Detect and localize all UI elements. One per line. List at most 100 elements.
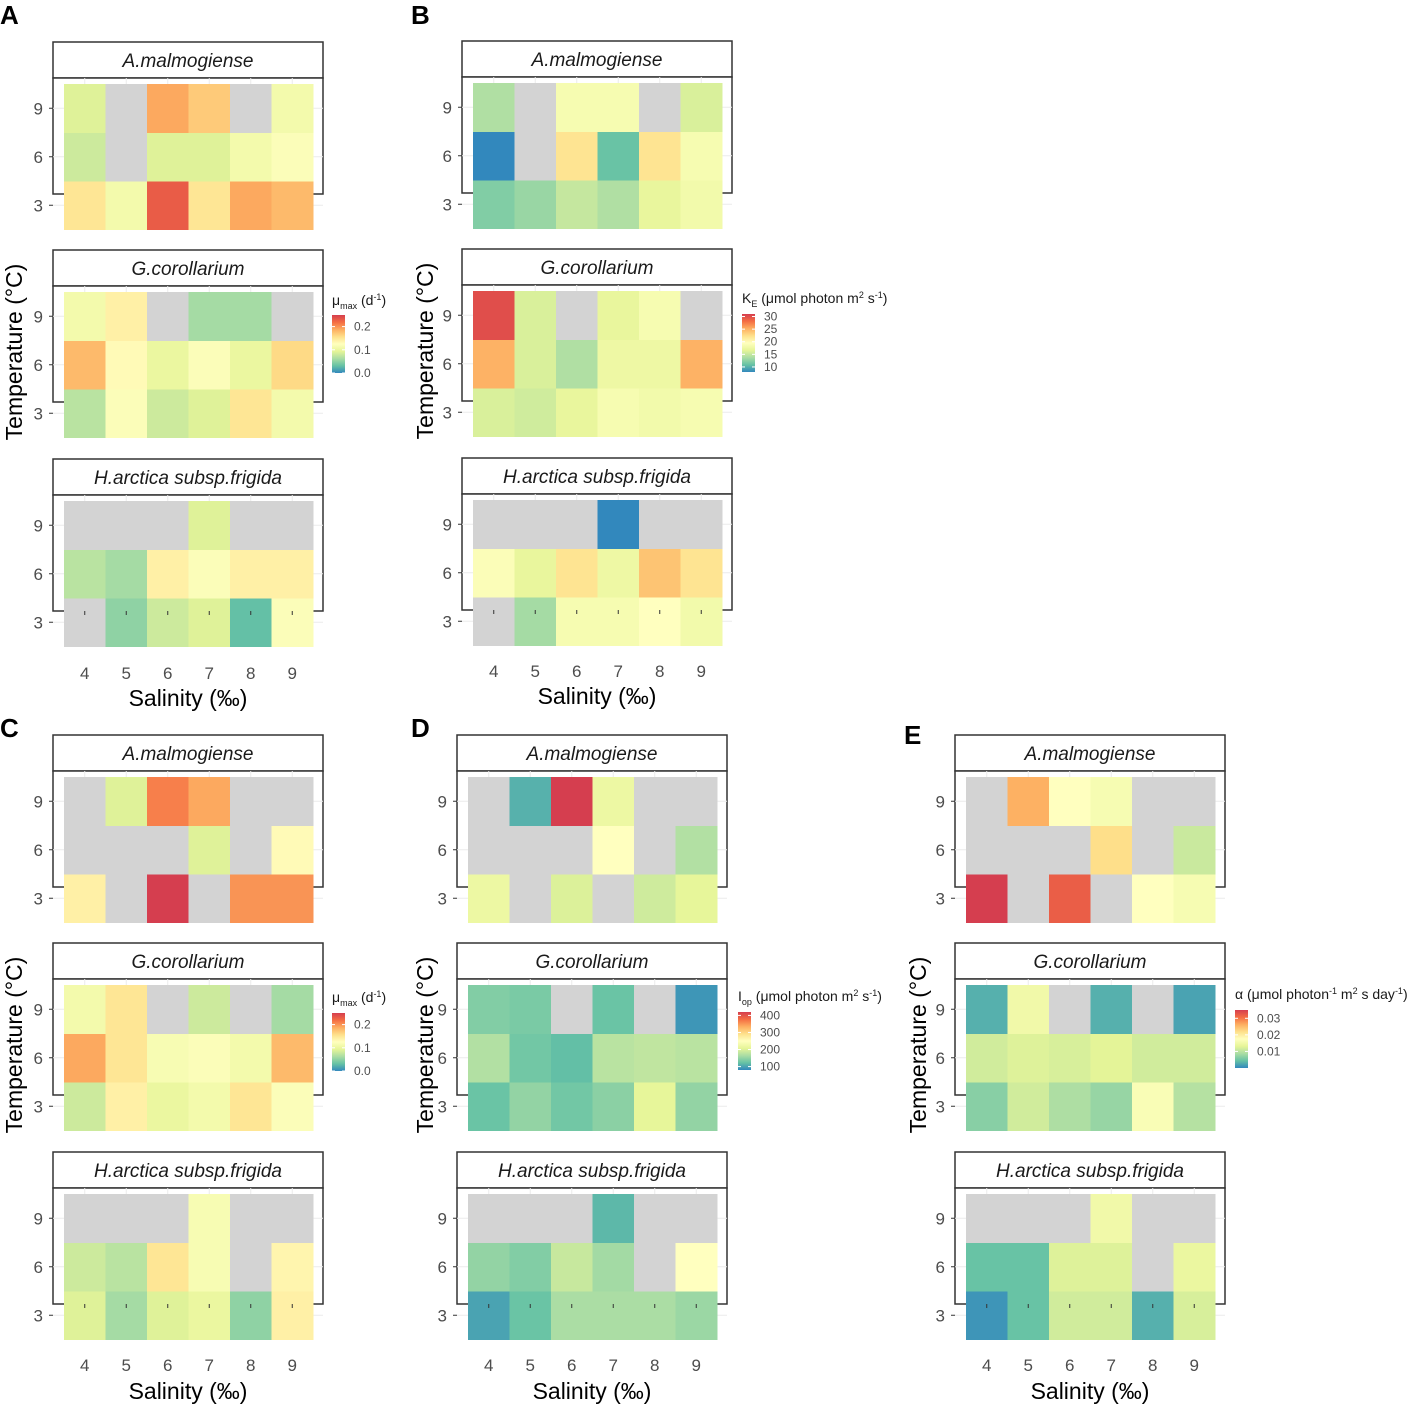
facet-strip bbox=[954, 1151, 1226, 1189]
facet-strip bbox=[456, 734, 728, 772]
heat-tile bbox=[597, 180, 640, 229]
heat-tile bbox=[105, 1033, 148, 1083]
heat-tile bbox=[147, 874, 189, 923]
legend-tick-label: 20 bbox=[764, 335, 778, 349]
legend-title: KE (μmol photon m2 s-1) bbox=[742, 290, 887, 309]
heat-tile bbox=[597, 500, 640, 549]
legend-title-unit: (μmol photon m bbox=[752, 988, 853, 1004]
heat-tile bbox=[64, 598, 106, 647]
legend-title-unit: (d bbox=[357, 292, 373, 308]
x-tick-label: 9 bbox=[288, 664, 297, 683]
heat-tile bbox=[188, 292, 231, 341]
heat-tile bbox=[1173, 825, 1216, 875]
y-tick-label: 3 bbox=[936, 1097, 945, 1116]
heat-tile bbox=[1132, 1291, 1174, 1340]
heat-tile bbox=[1173, 874, 1216, 923]
x-tick-label: 7 bbox=[205, 664, 214, 683]
heat-tile bbox=[1007, 1291, 1050, 1340]
heat-tile bbox=[592, 825, 635, 875]
heat-tile bbox=[271, 777, 314, 826]
y-tick-label: 6 bbox=[34, 1049, 43, 1068]
heat-tile bbox=[639, 83, 681, 132]
heat-tile bbox=[514, 597, 557, 646]
heat-tile bbox=[271, 1291, 314, 1340]
heat-tile bbox=[147, 549, 189, 599]
heat-tile bbox=[64, 1033, 106, 1083]
legend-tick-label: 0.01 bbox=[1257, 1044, 1281, 1058]
x-tick-label: 6 bbox=[163, 1356, 172, 1375]
heat-tile bbox=[509, 825, 552, 875]
facet-strip bbox=[52, 1151, 324, 1189]
heat-tile bbox=[64, 825, 106, 875]
y-tick-label: 9 bbox=[34, 516, 43, 535]
panel-b: BA.malmogiense369G.corollarium369H.arcti… bbox=[411, 0, 887, 709]
panel-label: D bbox=[411, 713, 430, 743]
x-tick-label: 7 bbox=[205, 1356, 214, 1375]
heat-tile bbox=[680, 548, 723, 598]
heat-tile bbox=[271, 1082, 314, 1131]
heat-tile bbox=[188, 825, 231, 875]
facet-title: A.malmogiense bbox=[1024, 744, 1156, 765]
x-tick-label: 4 bbox=[80, 1356, 89, 1375]
heat-tile bbox=[1132, 1242, 1174, 1292]
heat-tile bbox=[105, 84, 148, 133]
x-tick-label: 8 bbox=[655, 662, 664, 681]
heat-tile bbox=[966, 1242, 1008, 1292]
legend-tick-label: 0.2 bbox=[354, 1018, 371, 1032]
heat-tile bbox=[1049, 825, 1091, 875]
legend-tick-label: 30 bbox=[764, 310, 778, 324]
y-axis-title: Temperature (°C) bbox=[1, 957, 27, 1134]
legend-title: Iop (μmol photon m2 s-1) bbox=[738, 988, 882, 1007]
x-tick-label: 9 bbox=[697, 662, 706, 681]
heat-tile bbox=[966, 825, 1008, 875]
heat-tile bbox=[147, 1082, 189, 1131]
heat-tile bbox=[639, 291, 681, 340]
heat-tile bbox=[271, 1033, 314, 1083]
facet: A.malmogiense 3 6 9 bbox=[438, 734, 728, 923]
heat-tile bbox=[966, 985, 1008, 1034]
facet: H.arctica subsp.frigida 3 6 9 bbox=[443, 457, 733, 646]
legend-title-close: ) bbox=[1403, 986, 1408, 1002]
legend-tick-label: 10 bbox=[764, 360, 778, 374]
heat-tile bbox=[556, 131, 598, 181]
heat-tile bbox=[592, 1033, 635, 1083]
heat-tile bbox=[639, 131, 681, 181]
heat-tile bbox=[230, 340, 272, 390]
legend-title-unit: m bbox=[1337, 986, 1353, 1002]
heat-tile bbox=[271, 1194, 314, 1243]
heat-tile bbox=[680, 83, 723, 132]
facet-strip bbox=[52, 734, 324, 772]
y-tick-label: 3 bbox=[443, 403, 452, 422]
legend-title: μmax (d-1) bbox=[332, 989, 386, 1008]
y-tick-label: 9 bbox=[34, 1209, 43, 1228]
heat-tile bbox=[514, 339, 557, 389]
heat-tile bbox=[473, 291, 515, 340]
heat-tile bbox=[1132, 777, 1174, 826]
heat-tile bbox=[188, 1242, 231, 1292]
y-tick-label: 6 bbox=[34, 1258, 43, 1277]
x-tick-label: 5 bbox=[122, 664, 131, 683]
heat-tile bbox=[1049, 874, 1091, 923]
y-tick-label: 3 bbox=[443, 195, 452, 214]
heat-tile bbox=[147, 825, 189, 875]
heat-tile bbox=[230, 84, 272, 133]
heat-tile bbox=[675, 1082, 718, 1131]
heat-tile bbox=[271, 181, 314, 230]
heat-tile bbox=[64, 777, 106, 826]
heat-tile bbox=[680, 131, 723, 181]
heat-tile bbox=[680, 180, 723, 229]
facet: A.malmogiense 3 6 9 bbox=[34, 41, 324, 230]
heat-tile bbox=[147, 777, 189, 826]
legend-tick-label: 100 bbox=[760, 1060, 780, 1074]
legend-title-unit: (μmol photon m bbox=[757, 290, 858, 306]
heat-tile bbox=[634, 1194, 676, 1243]
heat-tile bbox=[473, 339, 515, 389]
heat-tile bbox=[1173, 1242, 1216, 1292]
heat-tile bbox=[1132, 1033, 1174, 1083]
heat-tile bbox=[680, 500, 723, 549]
legend-title-main: K bbox=[742, 290, 752, 306]
heat-tile bbox=[64, 985, 106, 1034]
y-tick-label: 6 bbox=[34, 148, 43, 167]
x-tick-label: 7 bbox=[609, 1356, 618, 1375]
